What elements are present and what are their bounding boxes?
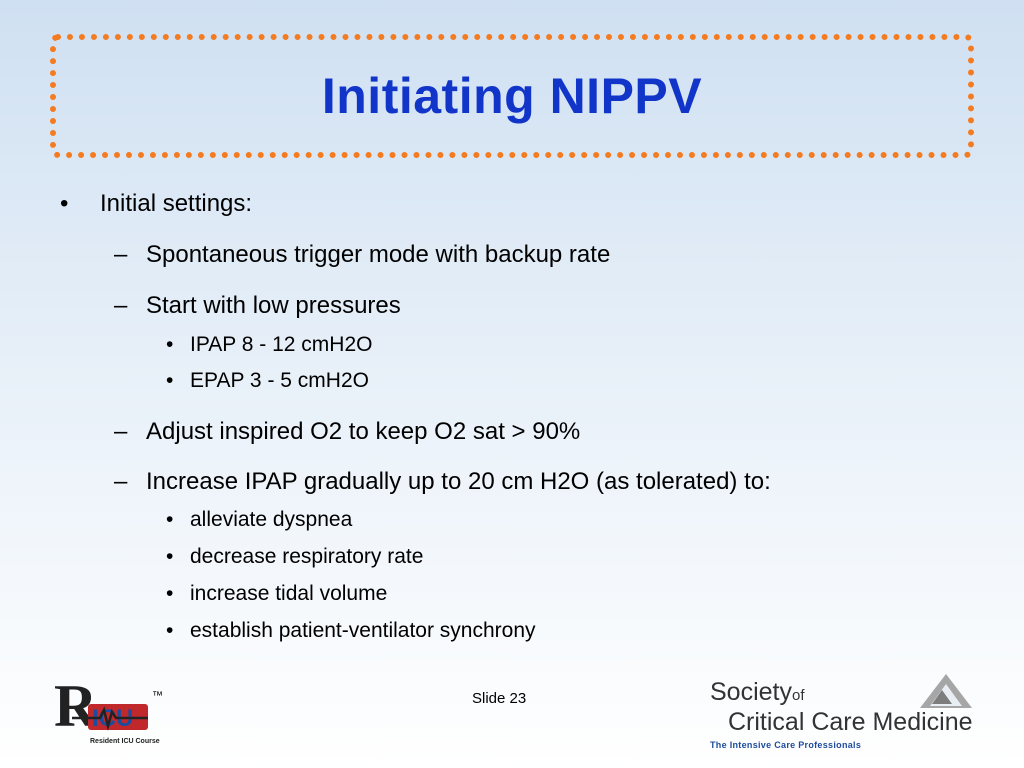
bullet-marker: • bbox=[166, 545, 174, 568]
dash-marker: – bbox=[114, 468, 128, 495]
bullet-marker: • bbox=[166, 582, 174, 605]
bullet-marker: • bbox=[166, 369, 174, 392]
bullet-initial-settings: Initial settings: bbox=[100, 190, 253, 217]
heartbeat-line-icon bbox=[72, 706, 148, 731]
bullet-alleviate-dyspnea: alleviate dyspnea bbox=[190, 508, 353, 531]
sccm-tagline: The Intensive Care Professionals bbox=[710, 740, 862, 750]
title-frame: Initiating NIPPV bbox=[50, 34, 974, 158]
trademark-symbol: ™ bbox=[152, 690, 163, 702]
bullet-synchrony: establish patient-ventilator synchrony bbox=[190, 619, 536, 642]
bullet-low-pressures: Start with low pressures bbox=[146, 292, 401, 319]
sccm-society: Societyof bbox=[710, 678, 805, 707]
bullet-spontaneous-trigger: Spontaneous trigger mode with backup rat… bbox=[146, 241, 611, 268]
bullet-marker: • bbox=[60, 190, 69, 217]
dash-marker: – bbox=[114, 241, 128, 268]
bullet-marker: • bbox=[166, 333, 174, 356]
bullet-adjust-o2: Adjust inspired O2 to keep O2 sat > 90% bbox=[146, 418, 581, 445]
sccm-critical-care-medicine: Critical Care Medicine bbox=[728, 708, 973, 736]
slide-number: Slide 23 bbox=[472, 690, 527, 707]
sccm-society-word: Society bbox=[710, 678, 792, 706]
bullet-decrease-rr: decrease respiratory rate bbox=[190, 545, 424, 568]
ricu-subtitle: Resident ICU Course bbox=[90, 738, 160, 745]
dash-marker: – bbox=[114, 418, 128, 445]
bullet-marker: • bbox=[166, 508, 174, 531]
bullet-ipap: IPAP 8 - 12 cmH2O bbox=[190, 333, 373, 356]
bullet-marker: • bbox=[166, 619, 174, 642]
sccm-emblem-icon bbox=[920, 674, 972, 708]
bullet-increase-ipap: Increase IPAP gradually up to 20 cm H2O … bbox=[146, 468, 771, 495]
sccm-logo: Societyof Critical Care Medicine The Int… bbox=[704, 672, 980, 752]
bullet-epap: EPAP 3 - 5 cmH2O bbox=[190, 369, 369, 392]
ricu-logo: R ICU Resident ICU Course bbox=[52, 673, 192, 748]
sccm-of: of bbox=[791, 687, 805, 704]
ricu-logo-graphic: R ICU Resident ICU Course bbox=[54, 673, 160, 745]
bullet-tidal-volume: increase tidal volume bbox=[190, 582, 388, 605]
slide-title: Initiating NIPPV bbox=[321, 68, 703, 124]
dash-marker: – bbox=[114, 292, 128, 319]
